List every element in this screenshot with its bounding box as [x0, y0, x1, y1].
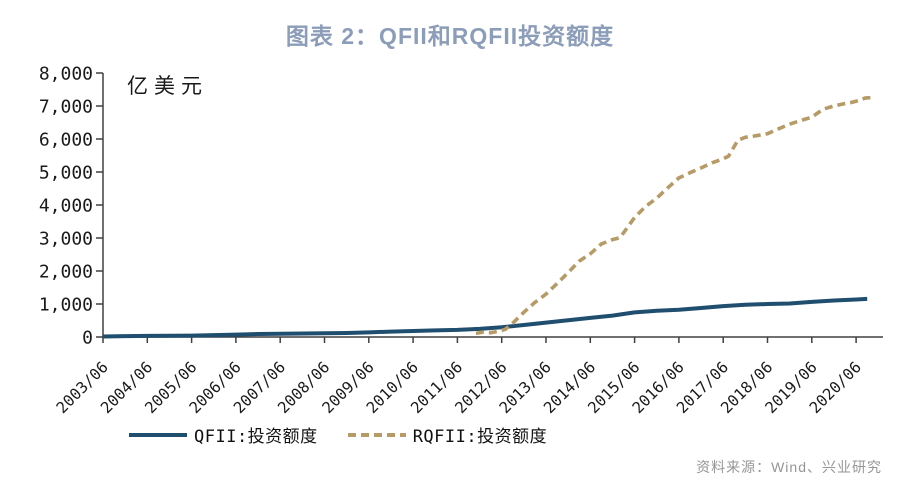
y-tick-label: 6,000	[39, 130, 93, 151]
chart-title: 图表 2：QFII和RQFII投资额度	[285, 23, 615, 49]
y-tick-label: 2,000	[39, 262, 93, 283]
data-source-note: 资料来源：Wind、兴业研究	[696, 459, 882, 475]
rqfii-line-swatch-icon	[347, 432, 406, 437]
y-tick-label: 0	[82, 328, 93, 349]
y-axis-unit-label: 亿美元	[127, 74, 208, 98]
x-axis-ticks: 2003/062004/062005/062006/062007/062008/…	[53, 337, 865, 417]
legend-label-qfii: QFII:投资额度	[194, 427, 318, 447]
legend-item-qfii: QFII:投资额度	[128, 422, 318, 447]
axes	[102, 73, 883, 338]
legend-label-rqfii: RQFII:投资额度	[412, 427, 548, 447]
y-tick-label: 1,000	[39, 295, 93, 316]
y-axis-ticks: 0 1,000 2,000 3,000 4,000 5,000 6,000 7,000 8,00…	[39, 64, 103, 349]
y-tick-label: 8,000	[39, 64, 93, 85]
y-tick-label: 7,000	[39, 97, 93, 118]
rqfii-line	[475, 95, 871, 336]
y-tick-label: 3,000	[39, 229, 93, 250]
y-tick-label: 4,000	[39, 196, 93, 217]
qfii-line-swatch-icon	[129, 432, 187, 437]
legend-item-rqfii: RQFII:投资额度	[347, 422, 547, 447]
y-tick-label: 5,000	[39, 163, 93, 184]
chart-legend: QFII:投资额度 RQFII:投资额度	[128, 422, 547, 447]
qfii-line	[102, 296, 868, 339]
